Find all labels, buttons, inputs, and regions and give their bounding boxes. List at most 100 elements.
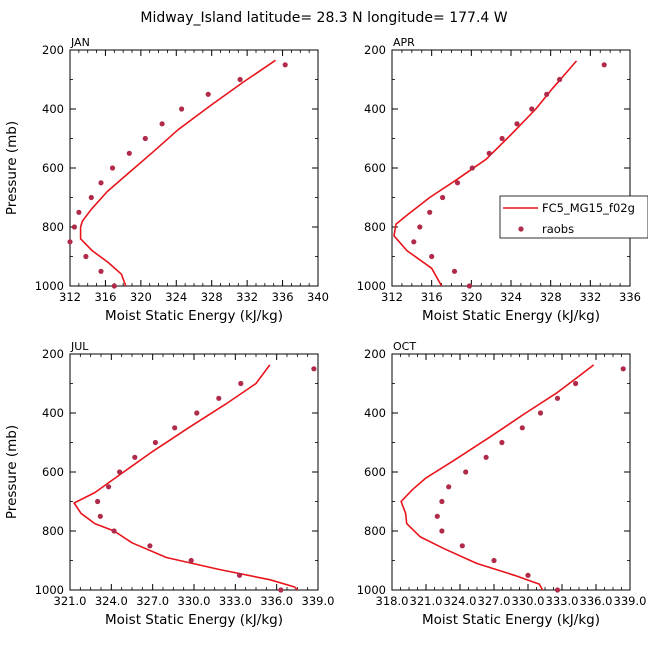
y-tick-label-oct: 800: [364, 524, 386, 538]
x-tick-label-oct: 327.0: [478, 594, 511, 608]
raobs-point-oct: [491, 557, 497, 564]
y-tick-label-jul: 800: [42, 524, 64, 538]
panel-label-oct: OCT: [393, 340, 416, 353]
raobs-point-oct: [483, 454, 489, 460]
x-tick-label-jan: 340: [307, 290, 329, 304]
raobs-point-apr: [429, 253, 435, 260]
x-tick-label-oct: 318.0: [376, 594, 409, 608]
model-line-jul: [73, 364, 299, 590]
legend-box: [499, 195, 648, 239]
raobs-point-jul: [106, 484, 112, 490]
legend-obs-label: raobs: [542, 222, 574, 236]
plot-frame-oct: [391, 353, 631, 591]
raobs-point-jan: [237, 76, 243, 83]
raobs-point-jan: [205, 91, 211, 97]
y-tick-label-oct: 400: [364, 406, 386, 420]
raobs-point-jul: [311, 366, 317, 372]
x-tick-label-apr: 324: [500, 290, 522, 304]
x-tick-label-apr: 320: [460, 290, 482, 304]
raobs-point-jul: [132, 454, 138, 460]
raobs-point-apr: [466, 283, 472, 289]
raobs-point-jul: [172, 425, 178, 431]
raobs-point-jul: [117, 469, 123, 475]
raobs-point-jan: [126, 150, 132, 156]
panels: JAN 312 316 320 324 328 332 336 340 200 400 600 800 1…: [4, 36, 646, 628]
y-tick-label-apr: 600: [364, 161, 386, 175]
x-tick-label-jan: 316: [94, 290, 116, 304]
panel-label-jan: JAN: [70, 36, 90, 49]
y-tick-label-oct: 1000: [357, 583, 386, 597]
raobs-point-jul: [238, 380, 244, 387]
raobs-point-oct: [554, 587, 561, 593]
raobs-point-apr: [529, 106, 535, 112]
y-tick-label-jul: 1000: [35, 583, 64, 597]
raobs-point-jul: [152, 439, 158, 446]
raobs-point-jan: [159, 121, 165, 127]
raobs-point-apr: [417, 224, 423, 230]
raobs-point-jan: [98, 180, 104, 186]
raobs-point-jul: [194, 410, 200, 416]
x-tick-label-apr: 312: [381, 290, 403, 304]
y-tick-label-jan: 1000: [35, 279, 64, 293]
y-tick-label-apr: 400: [364, 102, 386, 116]
x-tick-label-oct: 321.0: [410, 594, 443, 608]
x-axis-label-oct: Moist Static Energy (kJ/kg): [422, 612, 600, 628]
x-tick-label-jan: 336: [272, 290, 294, 304]
y-tick-label-jan: 400: [42, 102, 64, 116]
x-tick-label-oct: 324.0: [444, 594, 477, 608]
raobs-point-jan: [98, 268, 104, 274]
raobs-point-apr: [557, 76, 563, 83]
x-tick-label-jul: 321.0: [54, 594, 87, 608]
raobs-point-jul: [95, 498, 101, 505]
x-tick-label-oct: 330.0: [512, 594, 545, 608]
raobs-point-oct: [499, 439, 505, 446]
x-tick-label-apr: 316: [421, 290, 443, 304]
panel-apr: APR 312 316 320 324 328 332 336 200 400 600 800 1000…: [357, 36, 641, 324]
raobs-point-jan: [111, 283, 117, 289]
raobs-point-jan: [71, 224, 77, 230]
model-line-apr: [393, 60, 578, 286]
raobs-point-oct: [434, 513, 440, 519]
raobs-point-jul: [111, 528, 117, 534]
raobs-point-oct: [446, 484, 452, 490]
x-tick-label-jan: 324: [165, 290, 187, 304]
raobs-point-oct: [459, 543, 465, 549]
legend: FC5_MG15_f02g raobs: [499, 195, 648, 239]
x-tick-label-jul: 339.0: [302, 594, 335, 608]
plot-frame-jul: [69, 353, 319, 591]
raobs-point-jan: [76, 209, 82, 215]
x-tick-label-jan: 312: [59, 290, 81, 304]
x-tick-label-oct: 336.0: [580, 594, 613, 608]
raobs-point-jan: [83, 253, 89, 260]
model-line-jan: [79, 59, 276, 286]
model-line-oct: [400, 364, 595, 590]
x-axis-label-jul: Moist Static Energy (kJ/kg): [105, 612, 283, 628]
x-tick-label-oct: 333.0: [546, 594, 579, 608]
panel-label-jul: JUL: [70, 340, 89, 353]
panel-oct: OCT 318.0 321.0 324.0 327.0 330.0 333.0 336.0 33…: [357, 340, 647, 628]
raobs-point-oct: [554, 395, 561, 401]
raobs-point-jan: [88, 194, 94, 201]
raobs-point-apr: [411, 239, 417, 245]
figure-title: Midway_Island latitude= 28.3 N longitude…: [140, 10, 507, 26]
raobs-point-jul: [236, 572, 243, 578]
y-tick-label-jan: 600: [42, 161, 64, 175]
panel-jul: JUL 321.0 324.0 327.0 330.0 333.0 336.0 339.0 20…: [4, 340, 334, 628]
raobs-point-apr: [451, 268, 458, 274]
x-tick-label-jan: 320: [130, 290, 152, 304]
x-axis-label-apr: Moist Static Energy (kJ/kg): [422, 308, 600, 324]
raobs-point-apr: [427, 209, 433, 215]
raobs-point-oct: [439, 498, 445, 505]
y-tick-label-apr: 1000: [357, 279, 386, 293]
y-tick-label-apr: 800: [364, 220, 386, 234]
raobs-point-apr: [499, 135, 505, 142]
y-tick-label-oct: 200: [364, 347, 386, 361]
y-tick-label-jan: 200: [42, 43, 64, 57]
y-tick-label-jan: 800: [42, 220, 64, 234]
legend-model-label: FC5_MG15_f02g: [542, 201, 635, 215]
raobs-point-oct: [620, 366, 626, 372]
panel-jan: JAN 312 316 320 324 328 332 336 340 200 400 600 800 1…: [4, 36, 329, 324]
raobs-point-jul: [97, 513, 103, 519]
x-tick-label-jul: 327.0: [136, 594, 169, 608]
